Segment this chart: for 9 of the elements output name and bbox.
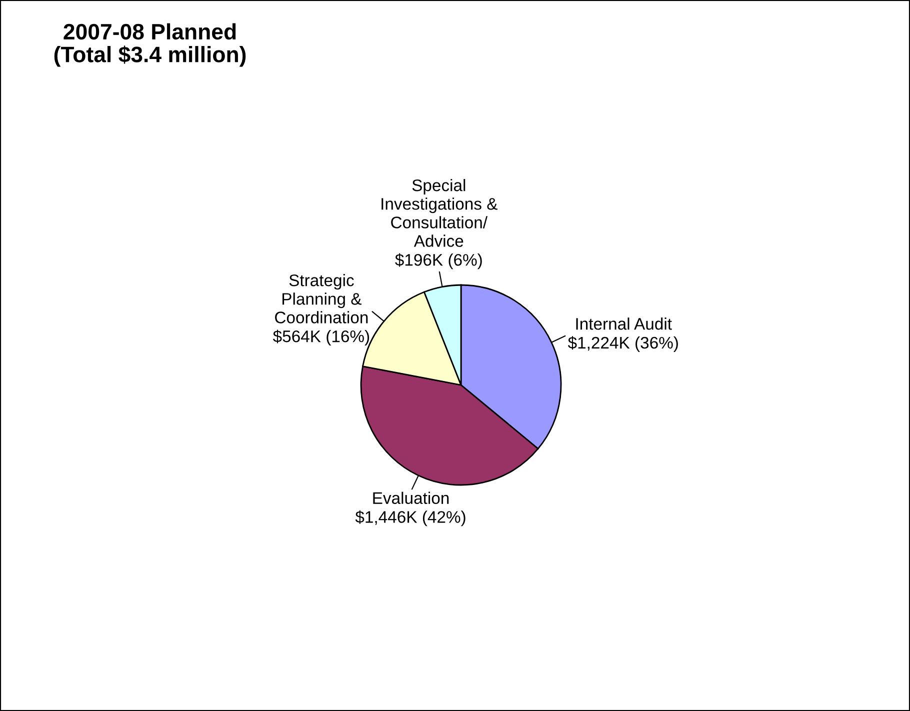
slice-label: Internal Audit <box>576 318 672 330</box>
chart-title: 2007-08 Planned (Total $3.4 million) <box>54 23 246 67</box>
slice-label: Strategic Planning & Coordination <box>275 274 368 324</box>
slice-label: Evaluation <box>373 492 449 504</box>
slice-label: Special Investigations & Consultation/ Advice <box>382 179 498 247</box>
data-label: $1,446K (42%) <box>355 510 466 526</box>
data-label: $1,224K (36%) <box>568 336 678 352</box>
data-label: $196K (6%) <box>395 253 482 270</box>
data-label: $564K (16%) <box>272 330 370 346</box>
